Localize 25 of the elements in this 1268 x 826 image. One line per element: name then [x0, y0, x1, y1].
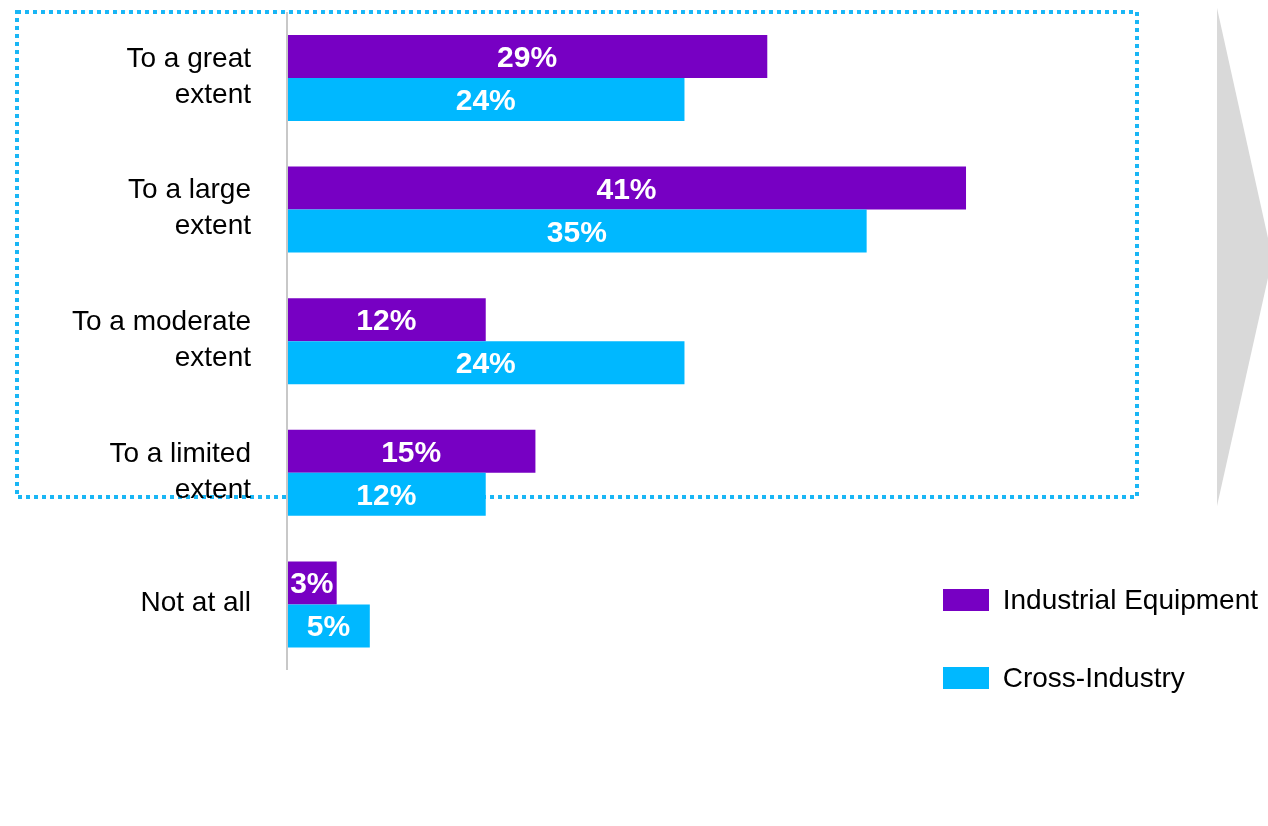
- data-label: 29%: [497, 40, 558, 73]
- legend-label: Cross-Industry: [1002, 662, 1185, 694]
- bar: [287, 35, 768, 78]
- data-label: 24%: [455, 83, 516, 116]
- y-tick-label: To a great extent: [126, 42, 252, 110]
- y-tick-label: Not at all: [140, 586, 251, 618]
- data-label: 12%: [356, 303, 417, 337]
- data-label: 24%: [455, 346, 516, 380]
- bar: [287, 166, 967, 210]
- bar: [287, 472, 486, 516]
- legend-label: Industrial Equipment: [1002, 584, 1258, 616]
- data-label: 35%: [546, 214, 607, 248]
- y-tick-label: To a moderate extent: [72, 305, 252, 373]
- bar: [287, 298, 486, 342]
- bar: [287, 209, 867, 253]
- y-tick-label: To a large extent: [128, 173, 252, 241]
- bar: [287, 78, 685, 121]
- bar: [287, 341, 685, 385]
- data-label: 41%: [596, 171, 657, 205]
- data-label: 12%: [356, 477, 417, 511]
- data-label: 5%: [306, 609, 351, 643]
- data-label: 3%: [290, 566, 334, 600]
- y-tick-label: To a limited extent: [109, 436, 252, 504]
- bar: [287, 429, 536, 473]
- data-label: 15%: [381, 434, 442, 468]
